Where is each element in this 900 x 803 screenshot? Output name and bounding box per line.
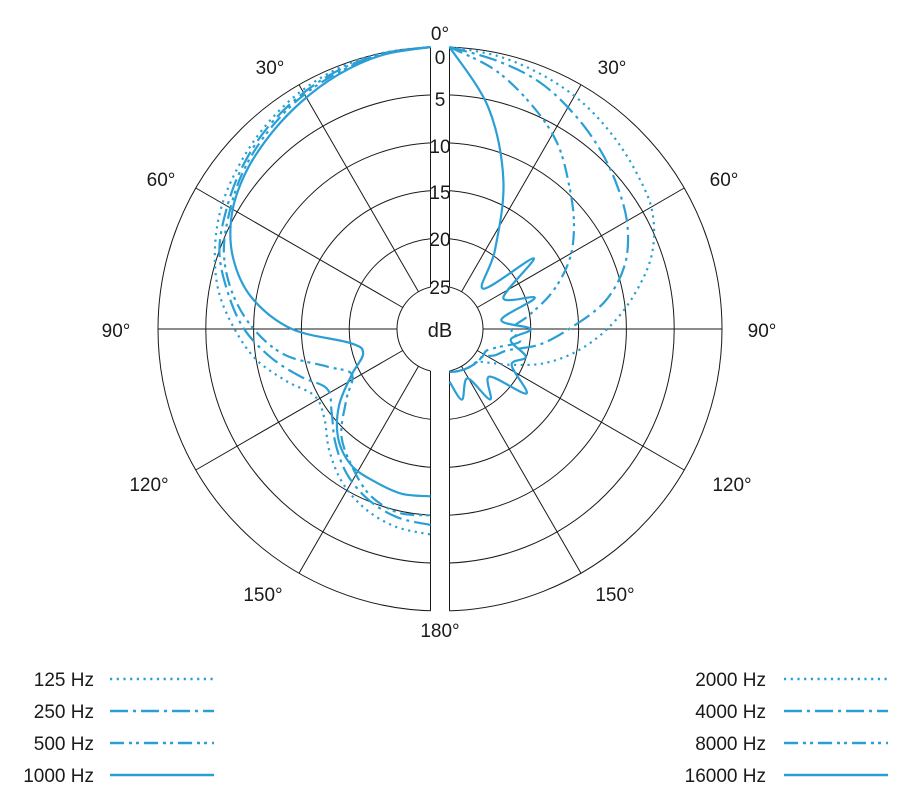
legend-label-500hz: 500 Hz [34,734,94,755]
legend-label-4000hz: 4000 Hz [695,702,766,723]
legend-item-250hz: 250 Hz [34,702,214,723]
legend-right: 2000 Hz 4000 Hz 8000 Hz 16000 Hz [685,670,888,787]
angle-label-60-right: 60° [710,170,739,191]
grid-spoke-30-left [298,84,419,293]
legend-label-250hz: 250 Hz [34,702,94,723]
legend-item-500hz: 500 Hz [34,734,214,755]
legend-item-4000hz: 4000 Hz [695,702,888,723]
legend-item-1000hz: 1000 Hz [23,766,214,787]
grid-spoke-60-left [195,187,404,308]
legend-label-1000hz: 1000 Hz [23,766,94,787]
grid-ring-25db-right [449,286,484,372]
db-tick-15: 15 [429,183,450,204]
angle-label-120-right: 120° [712,475,751,496]
legend-item-8000hz: 8000 Hz [695,734,888,755]
angle-label-150-left: 150° [243,585,282,606]
angle-label-0: 0° [431,24,449,45]
pattern-4000hz [449,45,630,374]
pattern-250hz [218,45,431,527]
grid-spoke-60-right [476,187,685,308]
angle-label-180: 180° [420,621,459,642]
angle-label-120-left: 120° [129,475,168,496]
polar-grid [157,43,723,615]
db-tick-25: 25 [429,278,450,299]
grid-ring-25db-left [396,286,431,372]
grid-spoke-150-left [298,365,419,574]
pattern-500hz [222,45,431,517]
legend-label-8000hz: 8000 Hz [695,734,766,755]
angle-label-90-left: 90° [102,321,131,342]
legend-item-16000hz: 16000 Hz [685,766,888,787]
polar-patterns [213,45,656,536]
grid-spoke-150-right [461,365,582,574]
grid-spoke-30-right [461,84,582,293]
db-tick-20: 20 [429,230,450,251]
db-tick-10: 10 [429,137,450,158]
grid-spoke-120-left [195,350,404,471]
angle-label-60-left: 60° [147,170,176,191]
legend-label-16000hz: 16000 Hz [685,766,766,787]
db-tick-5: 5 [435,90,446,111]
pattern-8000hz [448,46,576,374]
db-tick-0: 0 [435,48,446,69]
unit-label-db: dB [428,320,452,342]
angle-label-30-right: 30° [598,58,627,79]
pattern-1000hz [229,45,431,498]
pattern-16000hz [448,46,536,401]
grid-spoke-120-right [476,350,685,471]
legend-left: 125 Hz 250 Hz 500 Hz 1000 Hz [23,670,214,787]
legend-label-125hz: 125 Hz [34,670,94,691]
angle-label-150-right: 150° [595,585,634,606]
legend-item-2000hz: 2000 Hz [695,670,888,691]
angle-label-30-left: 30° [256,58,285,79]
legend-item-125hz: 125 Hz [34,670,214,691]
legend-label-2000hz: 2000 Hz [695,670,766,691]
angle-label-90-right: 90° [748,321,777,342]
inner-hole-fill [397,286,483,372]
